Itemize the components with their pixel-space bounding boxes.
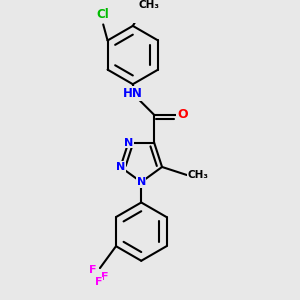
Text: F: F <box>95 277 102 287</box>
Text: HN: HN <box>123 87 143 100</box>
Text: N: N <box>116 162 125 172</box>
Text: F: F <box>89 266 96 275</box>
Text: F: F <box>100 272 108 282</box>
Text: O: O <box>177 108 188 121</box>
Text: CH₃: CH₃ <box>188 170 208 180</box>
Text: Cl: Cl <box>97 8 110 21</box>
Text: N: N <box>136 177 146 187</box>
Text: CH₃: CH₃ <box>138 0 159 10</box>
Text: N: N <box>124 137 133 148</box>
